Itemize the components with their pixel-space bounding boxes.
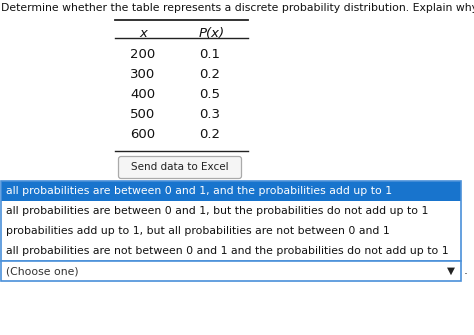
Text: .: .: [464, 265, 468, 277]
Bar: [1, 221, 461, 241]
Text: 400: 400: [130, 88, 155, 101]
Text: 600: 600: [130, 128, 155, 141]
Text: P(x): P(x): [199, 27, 225, 40]
Text: 0.2: 0.2: [200, 128, 220, 141]
Text: 0.5: 0.5: [200, 88, 220, 101]
Text: all probabilities are not between 0 and 1 and the probabilities do not add up to: all probabilities are not between 0 and …: [6, 246, 448, 256]
Text: Send data to Excel: Send data to Excel: [131, 162, 229, 173]
Text: 300: 300: [130, 68, 155, 81]
Text: x: x: [139, 27, 147, 40]
Text: all probabilities are between 0 and 1, and the probabilities add up to 1: all probabilities are between 0 and 1, a…: [6, 186, 392, 196]
Text: 500: 500: [130, 108, 155, 121]
Bar: [1, 201, 461, 221]
Bar: [1, 181, 461, 261]
Text: 0.2: 0.2: [200, 68, 220, 81]
Text: all probabilities are between 0 and 1, but the probabilities do not add up to 1: all probabilities are between 0 and 1, b…: [6, 206, 428, 216]
Text: probabilities add up to 1, but all probabilities are not between 0 and 1: probabilities add up to 1, but all proba…: [6, 226, 390, 236]
Bar: [1, 241, 461, 261]
Text: 200: 200: [130, 48, 155, 61]
Text: (Choose one): (Choose one): [6, 266, 79, 276]
Text: 0.3: 0.3: [200, 108, 220, 121]
Text: ▼: ▼: [447, 266, 455, 276]
Bar: [1, 181, 461, 201]
FancyBboxPatch shape: [118, 156, 241, 179]
Text: Determine whether the table represents a discrete probability distribution. Expl: Determine whether the table represents a…: [1, 3, 474, 13]
Bar: [1, 261, 461, 281]
Text: 0.1: 0.1: [200, 48, 220, 61]
